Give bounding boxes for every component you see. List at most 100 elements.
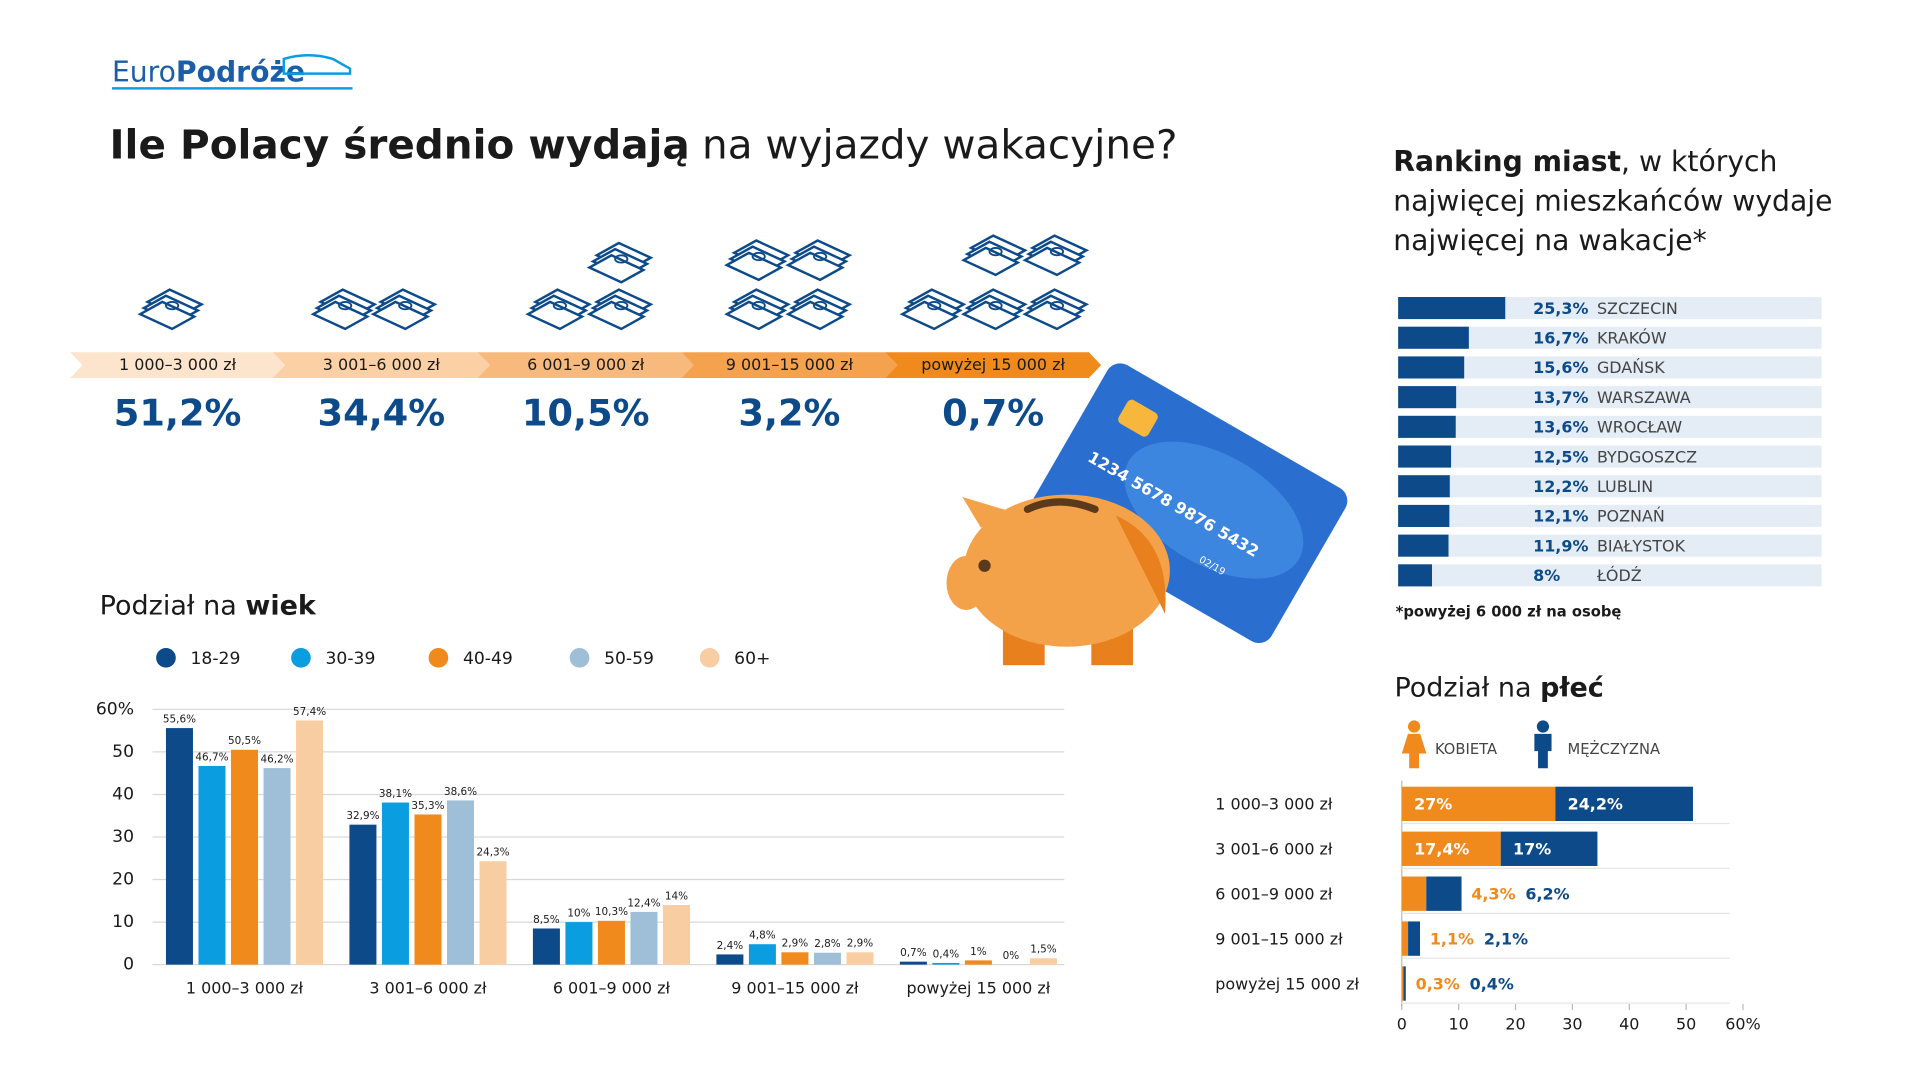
bill <box>960 300 1021 331</box>
x-tick-label: 3 001–6 000 zł <box>369 979 487 998</box>
bill <box>724 300 784 331</box>
bill-mark <box>751 300 766 311</box>
bar <box>1029 958 1057 965</box>
pig-ear <box>962 497 1012 528</box>
value-label: 8,5% <box>533 914 560 926</box>
bar <box>597 920 625 965</box>
bar <box>349 824 377 965</box>
money-icon <box>1022 288 1090 331</box>
value-label: 38,6% <box>444 786 477 798</box>
value-label: 13,7% <box>1533 388 1588 407</box>
value-label: 50,5% <box>228 735 261 747</box>
bar <box>1398 356 1465 379</box>
piggy-bank <box>946 494 1170 666</box>
bar <box>479 861 507 965</box>
bill-mark <box>988 300 1003 311</box>
category-label: LUBLIN <box>1597 477 1653 496</box>
bar <box>1398 475 1450 498</box>
title-rest: na wyjazdy wakacyjne? <box>702 120 1177 168</box>
bill-mark <box>614 254 629 264</box>
bar <box>716 954 744 965</box>
bar <box>296 720 324 965</box>
logo-light: Euro <box>112 56 176 89</box>
bracket-arrow <box>70 352 286 378</box>
bar <box>630 911 658 965</box>
y-tick-label: 30 <box>112 827 134 847</box>
bar <box>1398 297 1506 320</box>
bar-track <box>1398 504 1822 527</box>
money-icon <box>899 288 967 331</box>
x-tick-label: 20 <box>1505 1014 1525 1033</box>
bar <box>381 802 409 965</box>
value-label: 8% <box>1533 566 1560 585</box>
money-icon <box>960 288 1028 331</box>
title-bold: płeć <box>1540 672 1604 703</box>
x-tick-label: 6 001–9 000 zł <box>553 979 671 998</box>
bill <box>785 251 845 282</box>
legend-label: KOBIETA <box>1435 741 1497 758</box>
value-label: 4,3% <box>1471 884 1515 903</box>
legend-label: 30-39 <box>326 649 376 669</box>
y-tick-label: 20 <box>112 870 134 890</box>
bracket-label: 6 001–9 000 zł <box>527 355 645 374</box>
bar <box>899 961 927 965</box>
legend-icon <box>1534 720 1552 769</box>
value-label: 12,5% <box>1533 447 1588 466</box>
legend-swatch <box>569 648 590 668</box>
bar <box>263 768 291 965</box>
value-label: 15,6% <box>1533 358 1588 377</box>
bar-track <box>1398 356 1822 379</box>
bar <box>565 922 593 965</box>
value-label: 13,6% <box>1533 418 1588 437</box>
bill <box>525 300 585 331</box>
value-label: 1% <box>970 946 987 958</box>
bracket-label: 3 001–6 000 zł <box>323 355 441 374</box>
value-label: 2,9% <box>782 938 809 950</box>
logo-train <box>282 54 352 75</box>
value-label: 0,4% <box>1470 974 1514 993</box>
money-icon <box>137 288 205 331</box>
bracket-label: 1 000–3 000 zł <box>119 355 237 374</box>
bill <box>1022 246 1082 277</box>
category-label: WROCŁAW <box>1597 418 1682 437</box>
legend-label: 50-59 <box>604 649 654 669</box>
legend-label: 18-29 <box>191 649 241 669</box>
value-label: 1,5% <box>1030 944 1057 956</box>
y-tick-label: 10 <box>112 912 134 932</box>
icon-head <box>1407 720 1421 733</box>
category-label: SZCZECIN <box>1597 299 1678 318</box>
y-tick-label: 50 <box>112 742 134 762</box>
pig-slot <box>1023 498 1099 513</box>
pig-shade <box>1115 515 1166 614</box>
bracket-arrow <box>477 352 694 378</box>
value-label: 14% <box>665 890 688 902</box>
value-label: 12,4% <box>627 897 660 909</box>
bar-segment <box>1426 876 1462 911</box>
value-label: 57,4% <box>293 706 326 718</box>
bar <box>1398 564 1433 587</box>
value-label: 10% <box>567 908 590 920</box>
bill-mark <box>1049 300 1065 311</box>
x-tick-label: 1 000–3 000 zł <box>186 979 304 998</box>
value-label: 2,4% <box>717 940 744 952</box>
legend-icon <box>1401 720 1427 769</box>
money-icon <box>370 288 438 331</box>
x-tick-label: 10 <box>1449 1014 1469 1033</box>
bar-segment <box>1401 921 1409 956</box>
category-label: 9 001–15 000 zł <box>1215 929 1343 948</box>
money-icon <box>724 239 791 282</box>
category-label: 3 001–6 000 zł <box>1215 840 1333 859</box>
bar-segment <box>1401 786 1556 822</box>
money-icon <box>310 288 378 331</box>
icon-head <box>1536 720 1550 733</box>
bar-segment <box>1401 831 1501 866</box>
money-icon <box>785 288 853 331</box>
value-label: 16,7% <box>1533 328 1588 347</box>
footnote: *powyżej 6 000 zł na osobę <box>1396 603 1622 620</box>
x-tick-label: 0 <box>1397 1014 1407 1033</box>
bar <box>1398 504 1450 527</box>
title-bold: Ranking miast <box>1393 145 1621 178</box>
value-label: 17,4% <box>1414 840 1469 859</box>
bar-segment <box>1403 966 1406 1001</box>
bar <box>846 952 874 965</box>
